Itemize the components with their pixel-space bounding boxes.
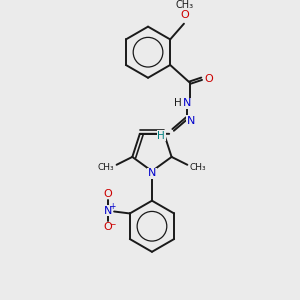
Text: N: N (104, 206, 112, 215)
Text: O: O (104, 189, 112, 199)
Text: H: H (158, 131, 165, 141)
Text: N: N (148, 168, 156, 178)
Text: O: O (204, 74, 213, 84)
Text: −: − (109, 220, 115, 229)
Text: O: O (181, 10, 189, 20)
Text: +: + (109, 202, 115, 211)
Text: CH₃: CH₃ (176, 0, 194, 10)
Text: H: H (174, 98, 182, 108)
Text: N: N (187, 116, 195, 126)
Text: N: N (183, 98, 191, 108)
Text: CH₃: CH₃ (190, 163, 206, 172)
Text: O: O (104, 222, 112, 232)
Text: CH₃: CH₃ (98, 163, 114, 172)
